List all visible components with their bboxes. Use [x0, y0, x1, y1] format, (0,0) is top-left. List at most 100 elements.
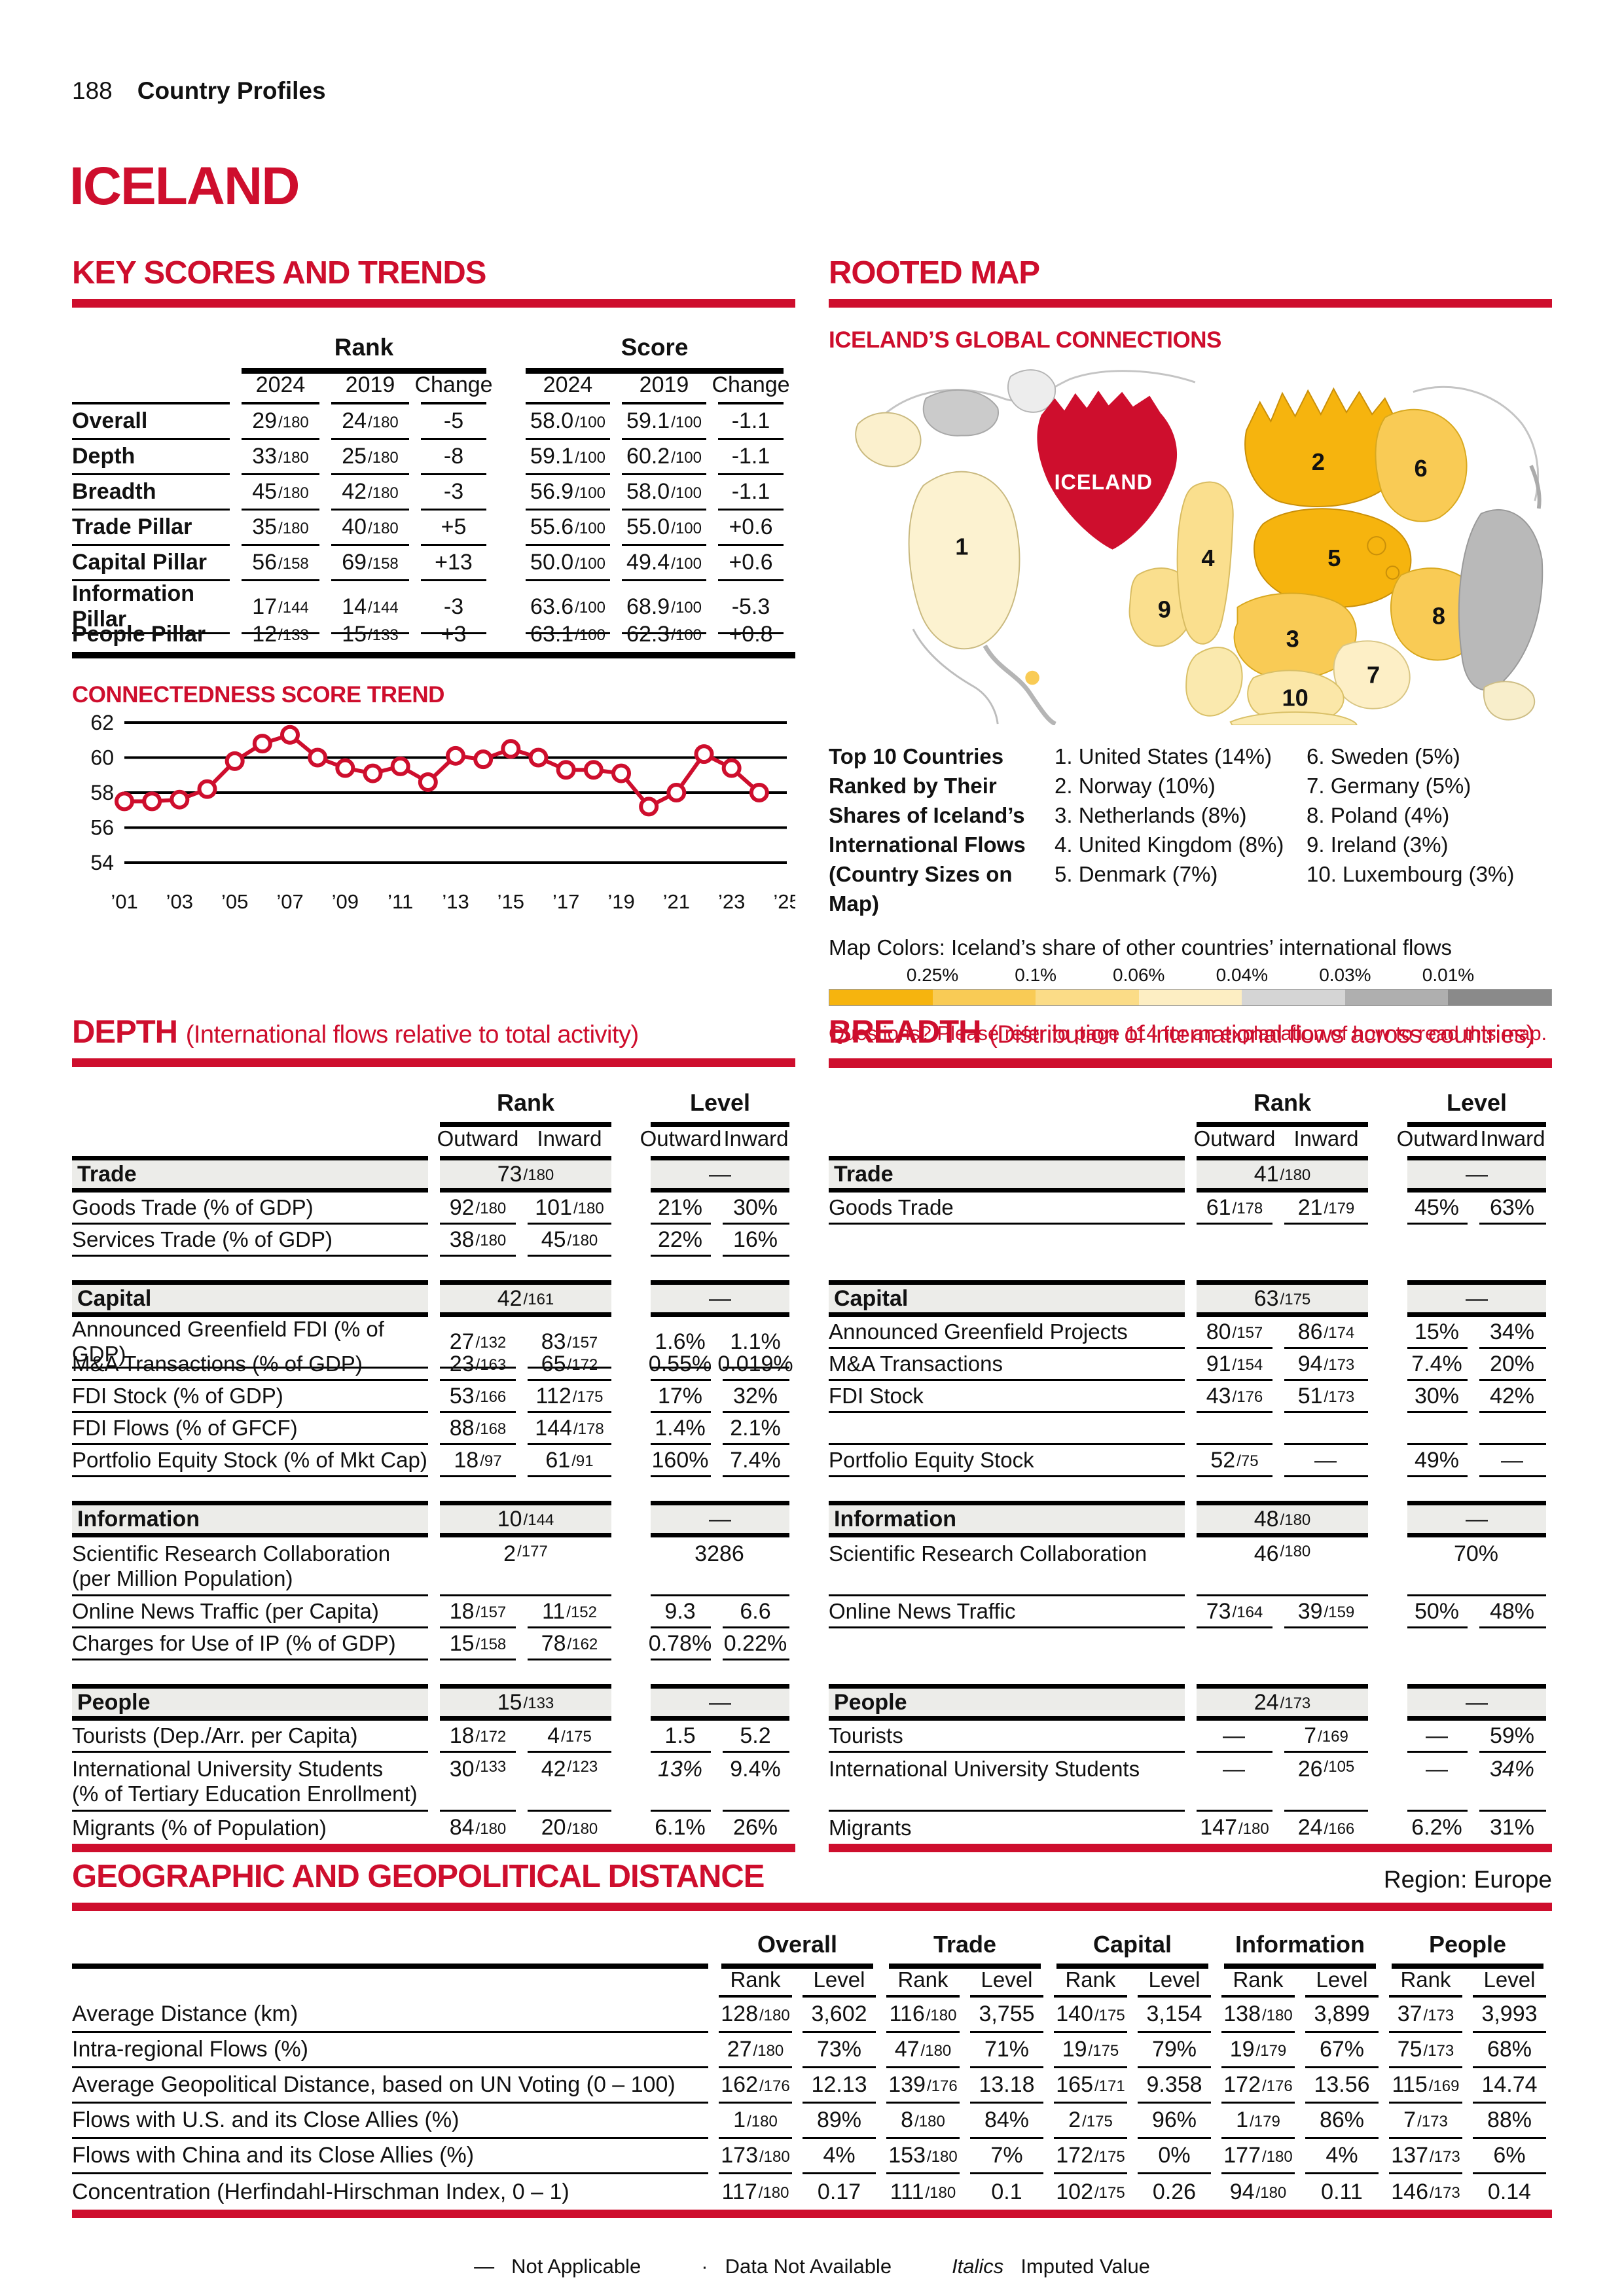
- level-outward: 45%: [1407, 1193, 1468, 1225]
- col-level: Level: [1305, 1965, 1379, 1998]
- table-row: Flows with U.S. and its Close Allies (%)…: [72, 2104, 1552, 2140]
- rank-2019: 40/180: [331, 511, 409, 547]
- col-outward: Outward: [640, 1126, 722, 1151]
- level-inward: 9.4%: [723, 1753, 789, 1812]
- level-outward: 0.78%: [649, 1628, 712, 1661]
- map-country-7-germany: [1333, 640, 1411, 710]
- table-row: Online News Traffic 73/164 39/159 50% 48…: [829, 1596, 1552, 1629]
- col-change: Change: [414, 368, 493, 405]
- map-iceland-label: ICELAND: [1055, 471, 1153, 494]
- section-header-row: Information 10/144 —: [72, 1501, 795, 1538]
- red-rule: [72, 1058, 795, 1067]
- rank-change: +5: [421, 511, 486, 547]
- color-scale-segment: 0.25%: [829, 965, 958, 1006]
- row-label: [829, 1628, 1185, 1660]
- score-2019: 55.0/100: [622, 511, 706, 547]
- table-row: Announced Greenfield FDI (% of GDP) 27/1…: [72, 1317, 795, 1369]
- level-outward: 13%: [651, 1753, 711, 1812]
- rank-2024: 29/180: [242, 404, 319, 440]
- section-header-row: Trade 73/180 —: [72, 1156, 795, 1193]
- top10-item: 10. Luxembourg (3%): [1307, 862, 1515, 887]
- rank-inward: [1284, 1225, 1368, 1257]
- table-row: [829, 1413, 1552, 1446]
- color-scale-boundary-label: 0.01%: [1422, 965, 1475, 986]
- level-inward: 16%: [723, 1225, 789, 1257]
- rank-change: +3: [441, 621, 467, 647]
- table-row: Migrants 147/180 24/166 6.2% 31%: [829, 1812, 1552, 1844]
- col-rank: Rank: [719, 1965, 792, 1998]
- table-row: International University Students — 26/1…: [829, 1753, 1552, 1812]
- row-label: Flows with U.S. and its Close Allies (%): [72, 2104, 708, 2140]
- map-region-greenland: [1007, 369, 1056, 414]
- level-inward: 30%: [723, 1193, 789, 1225]
- capital-rank: 19/175: [1054, 2033, 1127, 2069]
- level-inward: 63%: [1479, 1193, 1546, 1225]
- page-header: 188 Country Profiles: [72, 77, 326, 105]
- overall-rank: 128/180: [719, 1998, 792, 2034]
- level-inward: 59%: [1479, 1721, 1546, 1753]
- svg-text:’05: ’05: [221, 890, 248, 912]
- rank-2019: 15/133: [342, 621, 399, 647]
- svg-text:58: 58: [90, 781, 114, 804]
- level-inward: [1479, 1225, 1546, 1257]
- rank-outward: 27/132: [440, 1317, 516, 1369]
- section-header-row: Trade 41/180 —: [829, 1156, 1552, 1193]
- section-level: —: [1407, 1501, 1546, 1538]
- capital-level: 9.358: [1138, 2068, 1211, 2104]
- row-label: Migrants (% of Population): [72, 1815, 327, 1840]
- section-level: —: [651, 1501, 789, 1538]
- rank-outward: 88/168: [440, 1413, 516, 1446]
- score-2024: 50.0/100: [526, 546, 610, 582]
- not-applicable-label: Not Applicable: [511, 2255, 641, 2278]
- svg-text:’25: ’25: [773, 890, 795, 912]
- level-outward: 9.3: [651, 1596, 711, 1629]
- level-outward: 50%: [1407, 1596, 1468, 1629]
- rank-inward: 83/157: [528, 1317, 611, 1369]
- color-scale-boundary-label: 0.1%: [1015, 965, 1057, 986]
- table-row: M&A Transactions 91/154 94/173 7.4% 20%: [829, 1349, 1552, 1382]
- col-level: Level: [803, 1965, 876, 1998]
- level-outward: —: [1407, 1721, 1468, 1753]
- color-scale-boundary-label: 0.04%: [1216, 965, 1269, 986]
- row-label: Capital Pillar: [72, 546, 230, 582]
- level-inward: 0.019%: [717, 1349, 793, 1382]
- score-2019: 68.9/100: [622, 581, 706, 635]
- level-outward: [1407, 1225, 1468, 1257]
- rank-outward: 80/157: [1197, 1317, 1272, 1350]
- table-row: Scientific Research Collaboration 46/180…: [829, 1537, 1552, 1597]
- svg-text:’15: ’15: [497, 890, 524, 912]
- score-change: -5.3: [718, 581, 784, 635]
- page-number: 188: [72, 77, 113, 104]
- level-group-label: Level: [1407, 1089, 1546, 1128]
- depth-table: Rank Level Outward Inward Outward Inward…: [72, 1089, 795, 1853]
- rank-inward: 26/105: [1284, 1753, 1368, 1812]
- capital-level: 3,154: [1138, 1998, 1211, 2034]
- table-row: [829, 1225, 1552, 1257]
- col-outward: Outward: [437, 1126, 519, 1151]
- row-label: Tourists: [829, 1721, 1185, 1753]
- level-inward: 42%: [1479, 1381, 1546, 1414]
- table-row: International University Students (% of T…: [72, 1753, 795, 1812]
- rank-outward: 18/172: [440, 1721, 516, 1753]
- level-outward: 160%: [651, 1445, 711, 1478]
- rank-outward: 18/157: [440, 1596, 516, 1629]
- rank-inward: 24/166: [1297, 1815, 1355, 1840]
- information-rank: 1/179: [1221, 2104, 1295, 2140]
- section-level: —: [651, 1280, 789, 1318]
- svg-text:’17: ’17: [552, 890, 579, 912]
- rank-outward: 30/133: [440, 1753, 516, 1812]
- map-questions-note: Questions? Please refer to page 114 for …: [829, 1022, 1547, 1045]
- people-level: 88%: [1473, 2104, 1546, 2140]
- trade-rank: 153/180: [886, 2139, 960, 2175]
- not-applicable-symbol: —: [474, 2255, 495, 2278]
- score-2024: 59.1/100: [526, 440, 610, 476]
- overall-level: 0.17: [817, 2179, 861, 2204]
- breadth-table-body: Trade 41/180 — Goods Trade 61/178 21/179…: [829, 1156, 1552, 1844]
- level-inward: 0.22%: [723, 1628, 789, 1661]
- imputed-label: Imputed Value: [1020, 2255, 1150, 2278]
- top10-item: 8. Poland (4%): [1307, 803, 1450, 828]
- table-row: Tourists (Dep./Arr. per Capita) 18/172 4…: [72, 1721, 795, 1753]
- col-level: Level: [970, 1965, 1043, 1998]
- svg-text:’19: ’19: [607, 890, 634, 912]
- row-label: Overall: [72, 404, 230, 440]
